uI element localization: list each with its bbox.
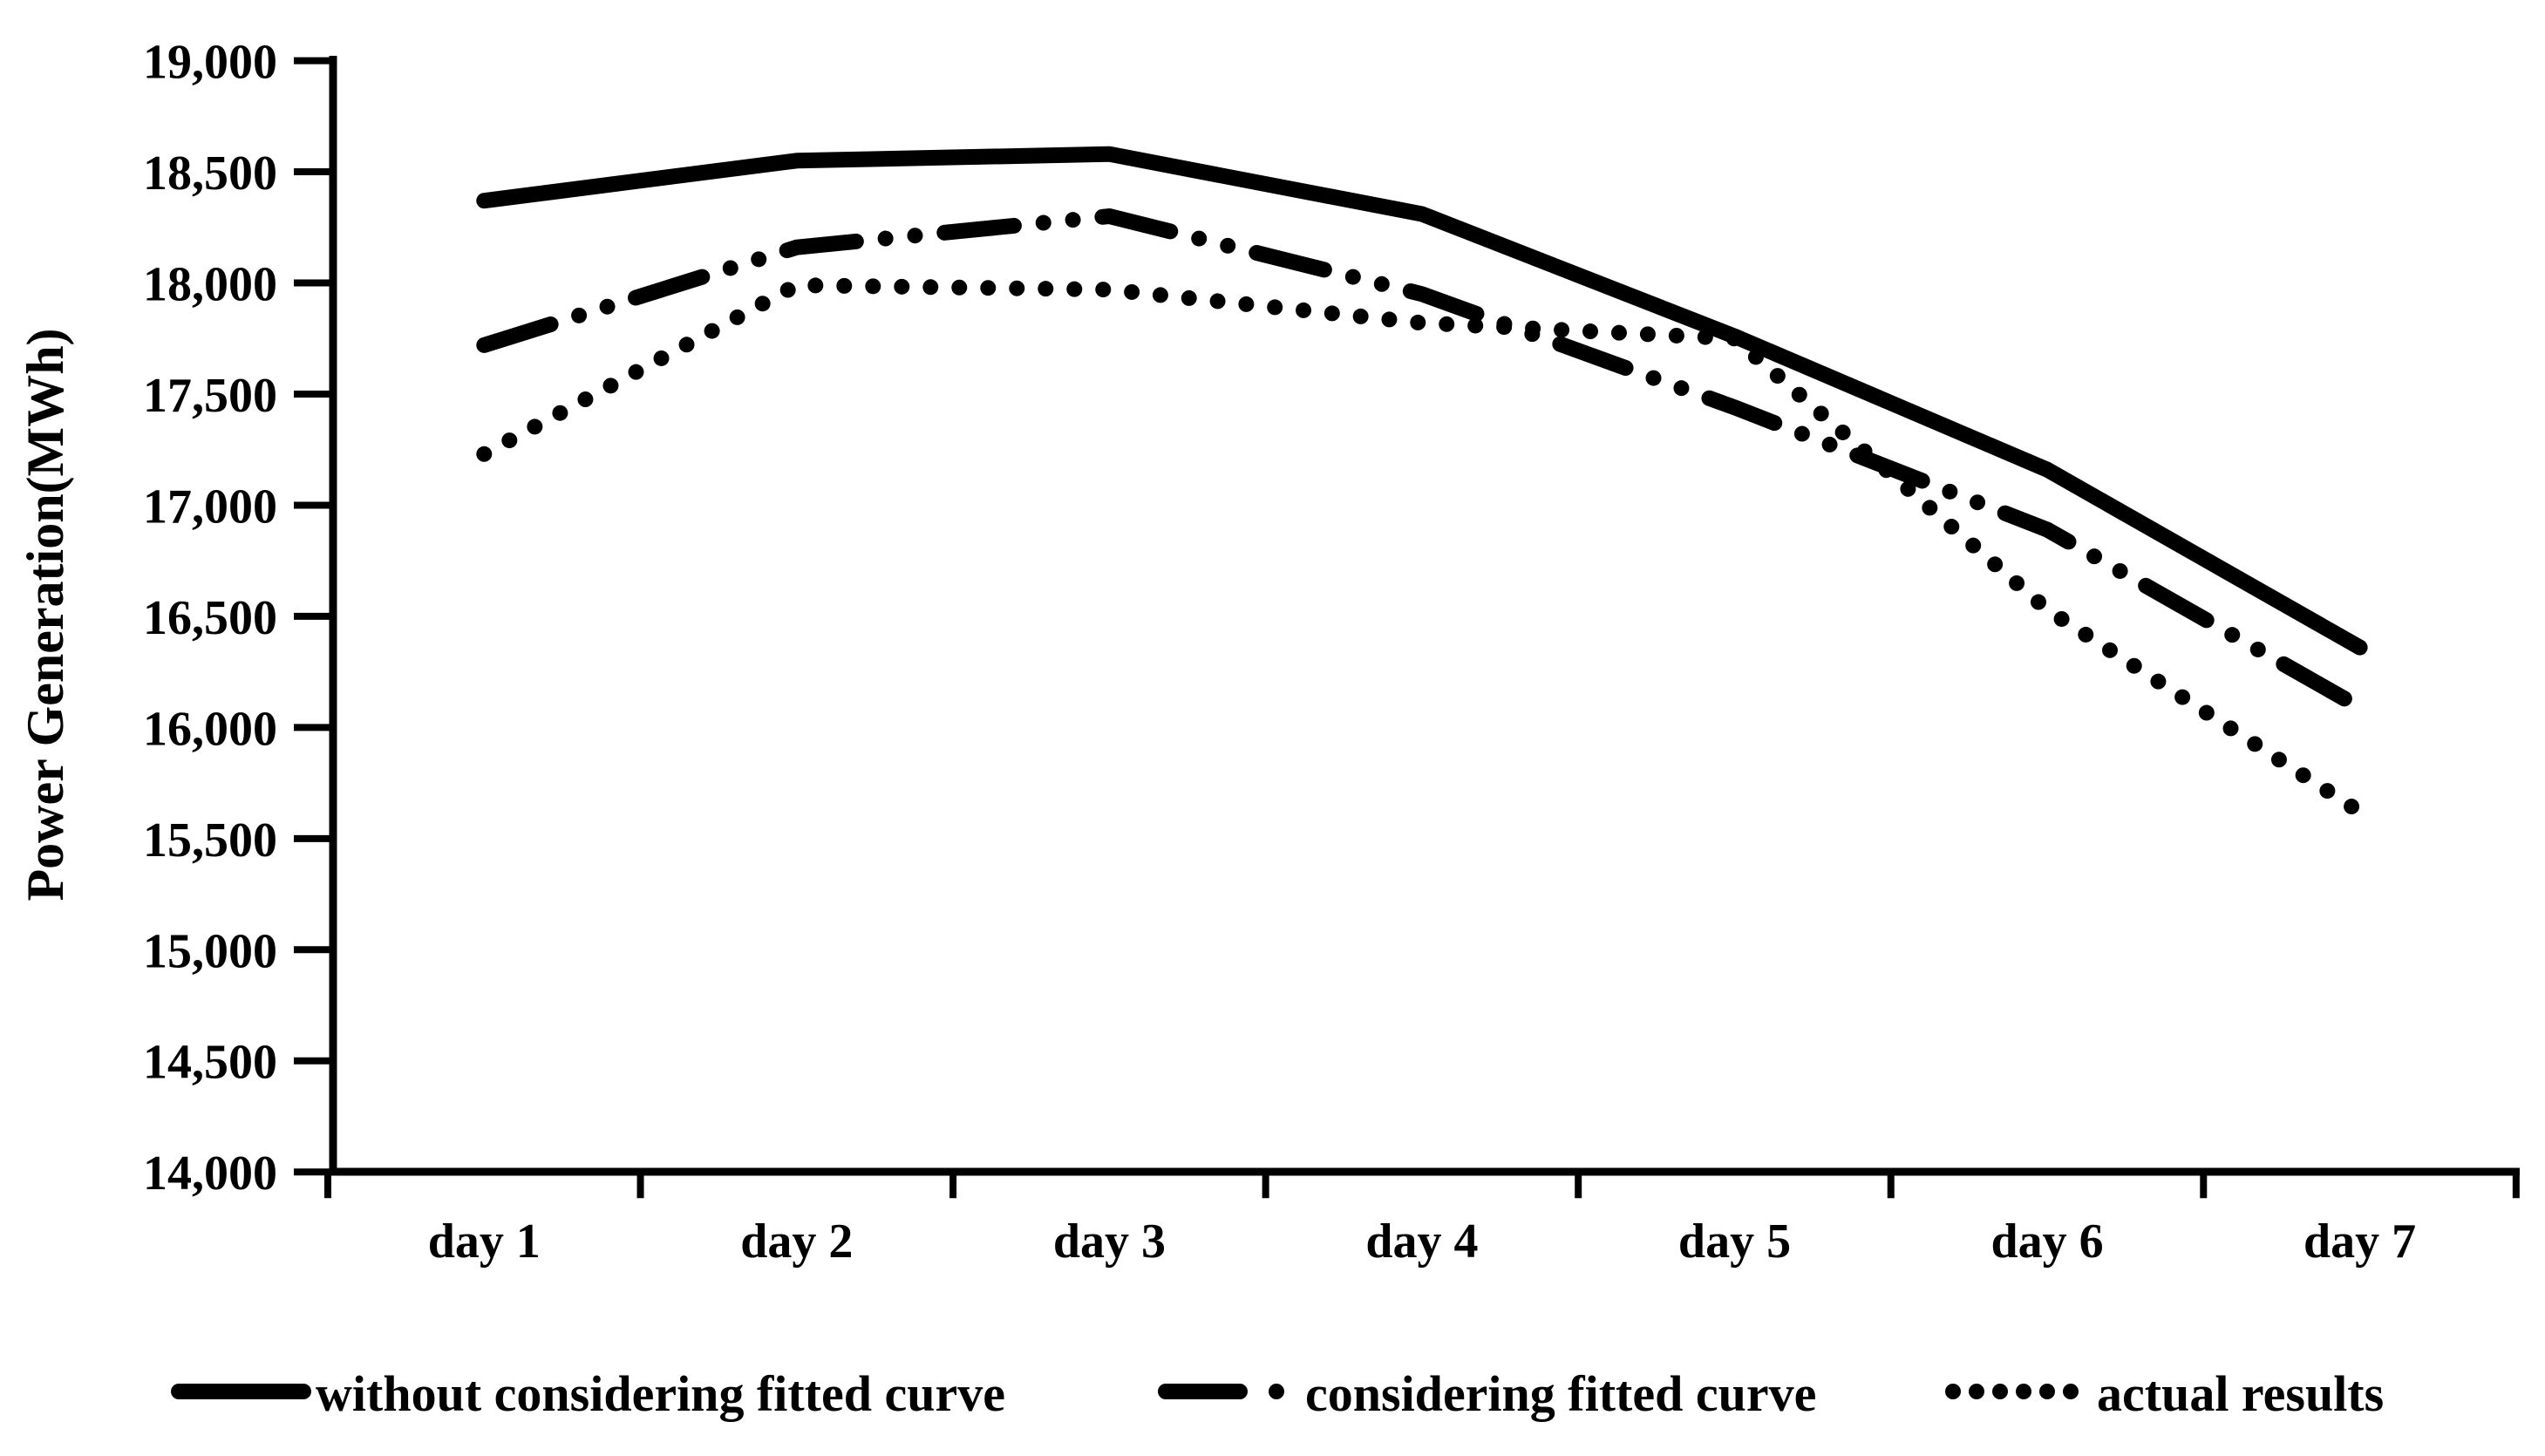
y-tick-label: 18,000 (143, 258, 277, 312)
y-axis-title: Power Generation(MWh) (17, 328, 74, 901)
x-axis-ticks (324, 1172, 2520, 1199)
legend-item: actual results (1945, 1365, 2384, 1422)
legend: without considering fitted curve conside… (171, 1365, 2384, 1422)
x-tick-label: day 4 (1365, 1214, 1478, 1269)
series-line-dash-dot-dot (476, 208, 2368, 716)
x-tick-label: day 7 (2303, 1214, 2416, 1269)
y-tick-label: 15,500 (143, 813, 277, 867)
series-line-dotted (476, 277, 2368, 820)
series-lines (476, 146, 2368, 820)
y-tick-label: 14,000 (143, 1146, 277, 1201)
legend-item: considering fitted curve (1158, 1365, 1816, 1422)
series-line-solid (476, 146, 2368, 656)
y-axis-ticks (294, 57, 333, 1176)
y-axis-tick-labels: 14,000 14,500 15,000 15,500 16,000 16,500 17,0… (143, 36, 277, 1201)
x-tick-label: day 3 (1053, 1214, 1166, 1269)
y-tick-label: 18,500 (143, 146, 277, 201)
x-axis-tick-labels: day 1 day 2 day 3 day 4 day 5 day 6 day 7 (428, 1214, 2416, 1269)
y-tick-label: 15,000 (143, 924, 277, 978)
legend-label: considering fitted curve (1305, 1365, 1816, 1422)
x-tick-label: day 6 (1990, 1214, 2103, 1269)
x-tick-label: day 1 (428, 1214, 541, 1269)
y-tick-label: 16,500 (143, 591, 277, 645)
x-tick-label: day 5 (1678, 1214, 1791, 1269)
legend-item: without considering fitted curve (171, 1365, 1005, 1422)
y-tick-label: 16,000 (143, 702, 277, 756)
y-tick-label: 19,000 (143, 36, 277, 90)
legend-label: actual results (2097, 1365, 2384, 1422)
y-tick-label: 14,500 (143, 1036, 277, 1090)
y-tick-label: 17,500 (143, 369, 277, 423)
legend-label: without considering fitted curve (316, 1365, 1005, 1422)
y-tick-label: 17,000 (143, 480, 277, 534)
x-tick-label: day 2 (740, 1214, 853, 1269)
